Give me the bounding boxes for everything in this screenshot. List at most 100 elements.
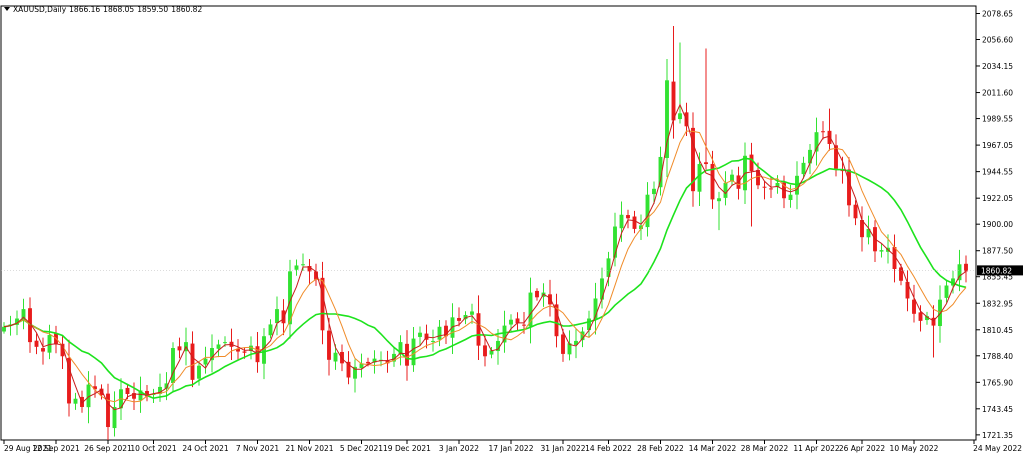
- candle-body[interactable]: [717, 198, 721, 202]
- candle-body[interactable]: [892, 247, 897, 269]
- candle-body[interactable]: [138, 390, 143, 401]
- candle-body[interactable]: [509, 319, 513, 325]
- candle-body[interactable]: [652, 188, 656, 195]
- candle-body[interactable]: [203, 358, 208, 365]
- candle-body[interactable]: [619, 214, 624, 229]
- candle-body[interactable]: [834, 145, 838, 169]
- candle-body[interactable]: [47, 335, 52, 353]
- candle-body[interactable]: [216, 344, 221, 349]
- candle-body[interactable]: [814, 132, 819, 152]
- candle-body[interactable]: [496, 340, 500, 352]
- candle-body[interactable]: [366, 361, 370, 364]
- candle-body[interactable]: [483, 345, 487, 357]
- candle-body[interactable]: [2, 326, 6, 332]
- candle-body[interactable]: [639, 225, 643, 230]
- candle-body[interactable]: [847, 169, 851, 206]
- candle-body[interactable]: [749, 154, 754, 172]
- candle-body[interactable]: [931, 317, 936, 326]
- candle-body[interactable]: [301, 264, 305, 266]
- candle-body[interactable]: [210, 348, 214, 361]
- candle-body[interactable]: [54, 333, 58, 345]
- candle-body[interactable]: [704, 162, 708, 165]
- candle-body[interactable]: [457, 318, 461, 321]
- candle-body[interactable]: [580, 331, 585, 341]
- candle-body[interactable]: [223, 342, 227, 344]
- candle-body[interactable]: [86, 384, 91, 408]
- candle-body[interactable]: [626, 215, 630, 219]
- candle-body[interactable]: [860, 220, 864, 238]
- candle-body[interactable]: [431, 340, 435, 342]
- candle-body[interactable]: [905, 281, 910, 299]
- candle-body[interactable]: [112, 406, 117, 429]
- candle-body[interactable]: [567, 343, 572, 355]
- candle-body[interactable]: [944, 285, 949, 298]
- candle-body[interactable]: [697, 164, 702, 192]
- candle-body[interactable]: [437, 326, 442, 340]
- candle-body[interactable]: [600, 278, 604, 300]
- candle-body[interactable]: [476, 313, 481, 346]
- candle-body[interactable]: [691, 127, 695, 192]
- candle-body[interactable]: [67, 357, 71, 404]
- candle-body[interactable]: [93, 386, 97, 390]
- candle-body[interactable]: [444, 325, 448, 337]
- candle-body[interactable]: [34, 340, 39, 347]
- candle-body[interactable]: [951, 278, 955, 286]
- candle-body[interactable]: [502, 325, 507, 343]
- candle-body[interactable]: [197, 365, 201, 379]
- candle-body[interactable]: [964, 263, 968, 272]
- candle-body[interactable]: [535, 290, 539, 298]
- candle-body[interactable]: [522, 324, 526, 326]
- candle-body[interactable]: [15, 318, 19, 325]
- candle-body[interactable]: [879, 250, 884, 252]
- candle-body[interactable]: [41, 348, 45, 352]
- candle-body[interactable]: [658, 156, 663, 188]
- candle-body[interactable]: [957, 264, 962, 281]
- candle-body[interactable]: [21, 309, 26, 321]
- candle-body[interactable]: [470, 311, 474, 315]
- candle-body[interactable]: [561, 334, 565, 354]
- candle-body[interactable]: [918, 312, 923, 321]
- candle-body[interactable]: [60, 343, 65, 357]
- candle-body[interactable]: [821, 131, 825, 133]
- candle-body[interactable]: [769, 188, 773, 190]
- candle-body[interactable]: [275, 309, 279, 324]
- candle-body[interactable]: [236, 348, 240, 352]
- candle-body[interactable]: [756, 169, 760, 186]
- candle-body[interactable]: [678, 113, 682, 120]
- candle-body[interactable]: [606, 258, 611, 277]
- candle-body[interactable]: [925, 316, 929, 321]
- candle-body[interactable]: [899, 267, 903, 281]
- candle-body[interactable]: [398, 342, 403, 354]
- candle-body[interactable]: [489, 350, 494, 355]
- candle-body[interactable]: [574, 340, 578, 345]
- candle-body[interactable]: [372, 358, 377, 363]
- candle-body[interactable]: [281, 310, 286, 324]
- candle-body[interactable]: [912, 299, 916, 314]
- candle-body[interactable]: [158, 386, 162, 394]
- candle-body[interactable]: [645, 194, 650, 228]
- candle-body[interactable]: [853, 204, 858, 219]
- candle-body[interactable]: [418, 332, 422, 337]
- candle-body[interactable]: [242, 351, 247, 353]
- candle-body[interactable]: [333, 352, 338, 362]
- candle-body[interactable]: [132, 393, 136, 399]
- candle-body[interactable]: [171, 348, 175, 384]
- candle-body[interactable]: [762, 186, 767, 188]
- candle-body[interactable]: [392, 353, 396, 362]
- candle-body[interactable]: [359, 363, 364, 369]
- candle-body[interactable]: [665, 80, 669, 158]
- candle-body[interactable]: [353, 366, 357, 379]
- candle-body[interactable]: [613, 226, 617, 258]
- candle-body[interactable]: [554, 304, 559, 337]
- candle-body[interactable]: [145, 390, 149, 397]
- candle-body[interactable]: [710, 163, 715, 200]
- candle-body[interactable]: [73, 398, 78, 404]
- candle-body[interactable]: [405, 343, 409, 366]
- candle-body[interactable]: [28, 308, 32, 343]
- candle-body[interactable]: [99, 388, 104, 396]
- candle-body[interactable]: [632, 216, 637, 229]
- candle-body[interactable]: [327, 330, 331, 360]
- candle-body[interactable]: [294, 265, 299, 270]
- candle-body[interactable]: [255, 346, 260, 363]
